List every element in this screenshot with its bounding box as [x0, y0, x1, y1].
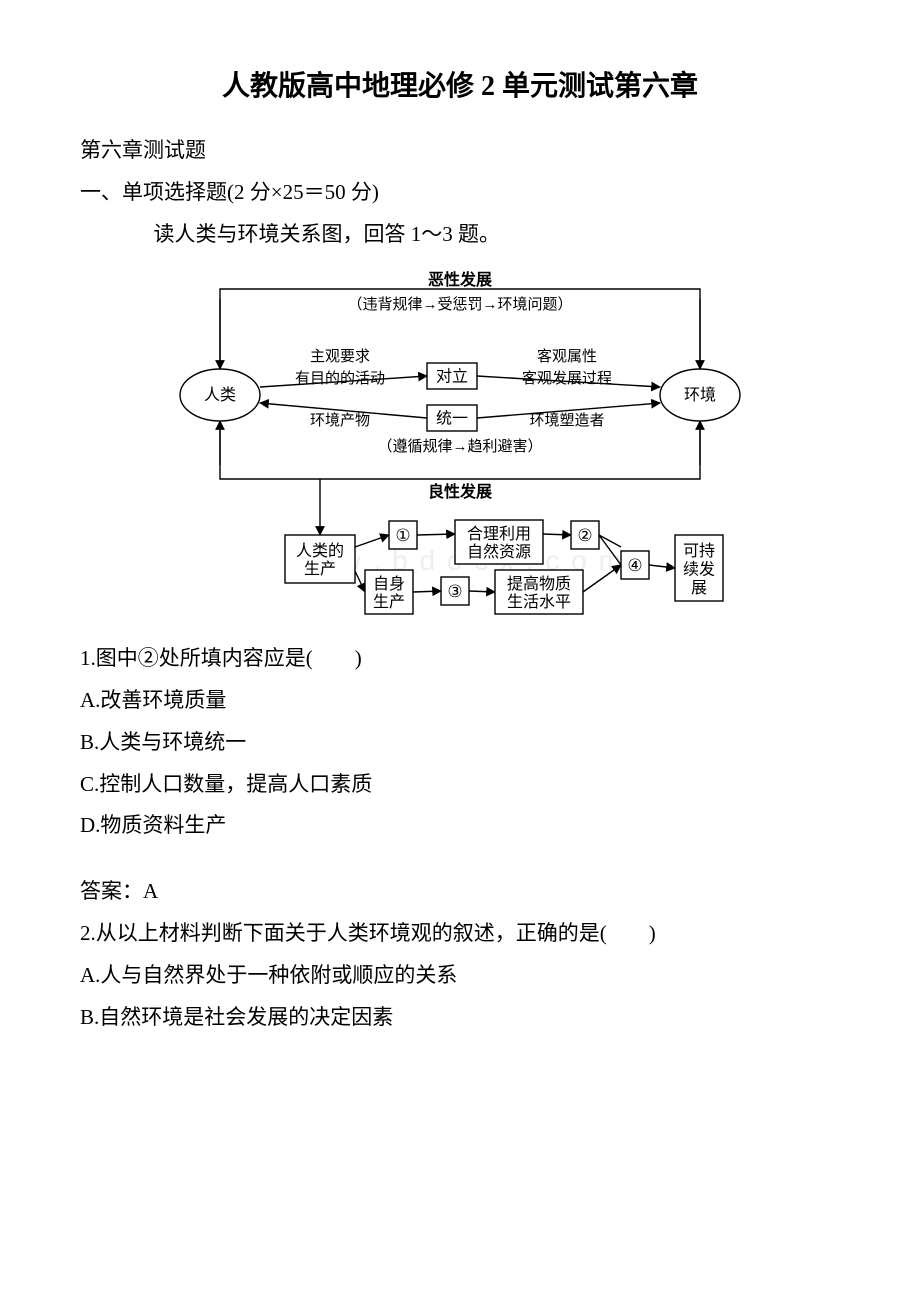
svg-text:环境塑造者: 环境塑造者	[529, 411, 604, 429]
q2-option-b: B.自然环境是社会发展的决定因素	[80, 998, 840, 1038]
diagram-container: www . b d o c x . c o m 人类环境对立统一人类的生产自身生…	[80, 265, 840, 625]
svg-text:有目的的活动: 有目的的活动	[295, 370, 385, 387]
svg-text:客观属性: 客观属性	[537, 348, 597, 365]
svg-text:统一: 统一	[436, 409, 468, 427]
q1-answer: 答案：A	[80, 872, 840, 912]
intro-text: 读人类与环境关系图，回答 1～3 题。	[80, 215, 840, 255]
svg-text:对立: 对立	[436, 367, 468, 385]
svg-text:（违背规律→受惩罚→环境问题）: （违背规律→受惩罚→环境问题）	[347, 295, 572, 313]
q1-option-d: D.物质资料生产	[80, 806, 840, 846]
svg-text:③: ③	[447, 582, 462, 601]
svg-text:环境: 环境	[684, 385, 716, 404]
svg-text:②: ②	[577, 526, 592, 545]
q1-option-c: C.控制人口数量，提高人口素质	[80, 765, 840, 805]
page-title: 人教版高中地理必修 2 单元测试第六章	[80, 60, 840, 113]
svg-text:环境产物: 环境产物	[310, 411, 370, 429]
svg-text:主观要求: 主观要求	[310, 348, 370, 365]
svg-text:①: ①	[395, 526, 410, 545]
q1-stem: 1.图中②处所填内容应是( )	[80, 639, 840, 679]
svg-text:人类: 人类	[204, 386, 236, 404]
svg-text:良性发展: 良性发展	[428, 482, 493, 501]
svg-text:客观发展过程: 客观发展过程	[522, 370, 612, 387]
relationship-diagram: www . b d o c x . c o m 人类环境对立统一人类的生产自身生…	[165, 265, 755, 625]
svg-text:恶性发展: 恶性发展	[428, 270, 493, 289]
q1-option-b: B.人类与环境统一	[80, 723, 840, 763]
svg-text:④: ④	[627, 556, 642, 575]
q2-option-a: A.人与自然界处于一种依附或顺应的关系	[80, 956, 840, 996]
subtitle: 第六章测试题	[80, 131, 840, 171]
q2-stem: 2.从以上材料判断下面关于人类环境观的叙述，正确的是( )	[80, 914, 840, 954]
svg-text:（遵循规律→趋利避害）: （遵循规律→趋利避害）	[377, 437, 542, 455]
section-heading: 一、单项选择题(2 分×25＝50 分)	[80, 173, 840, 213]
q1-option-a: A.改善环境质量	[80, 681, 840, 721]
